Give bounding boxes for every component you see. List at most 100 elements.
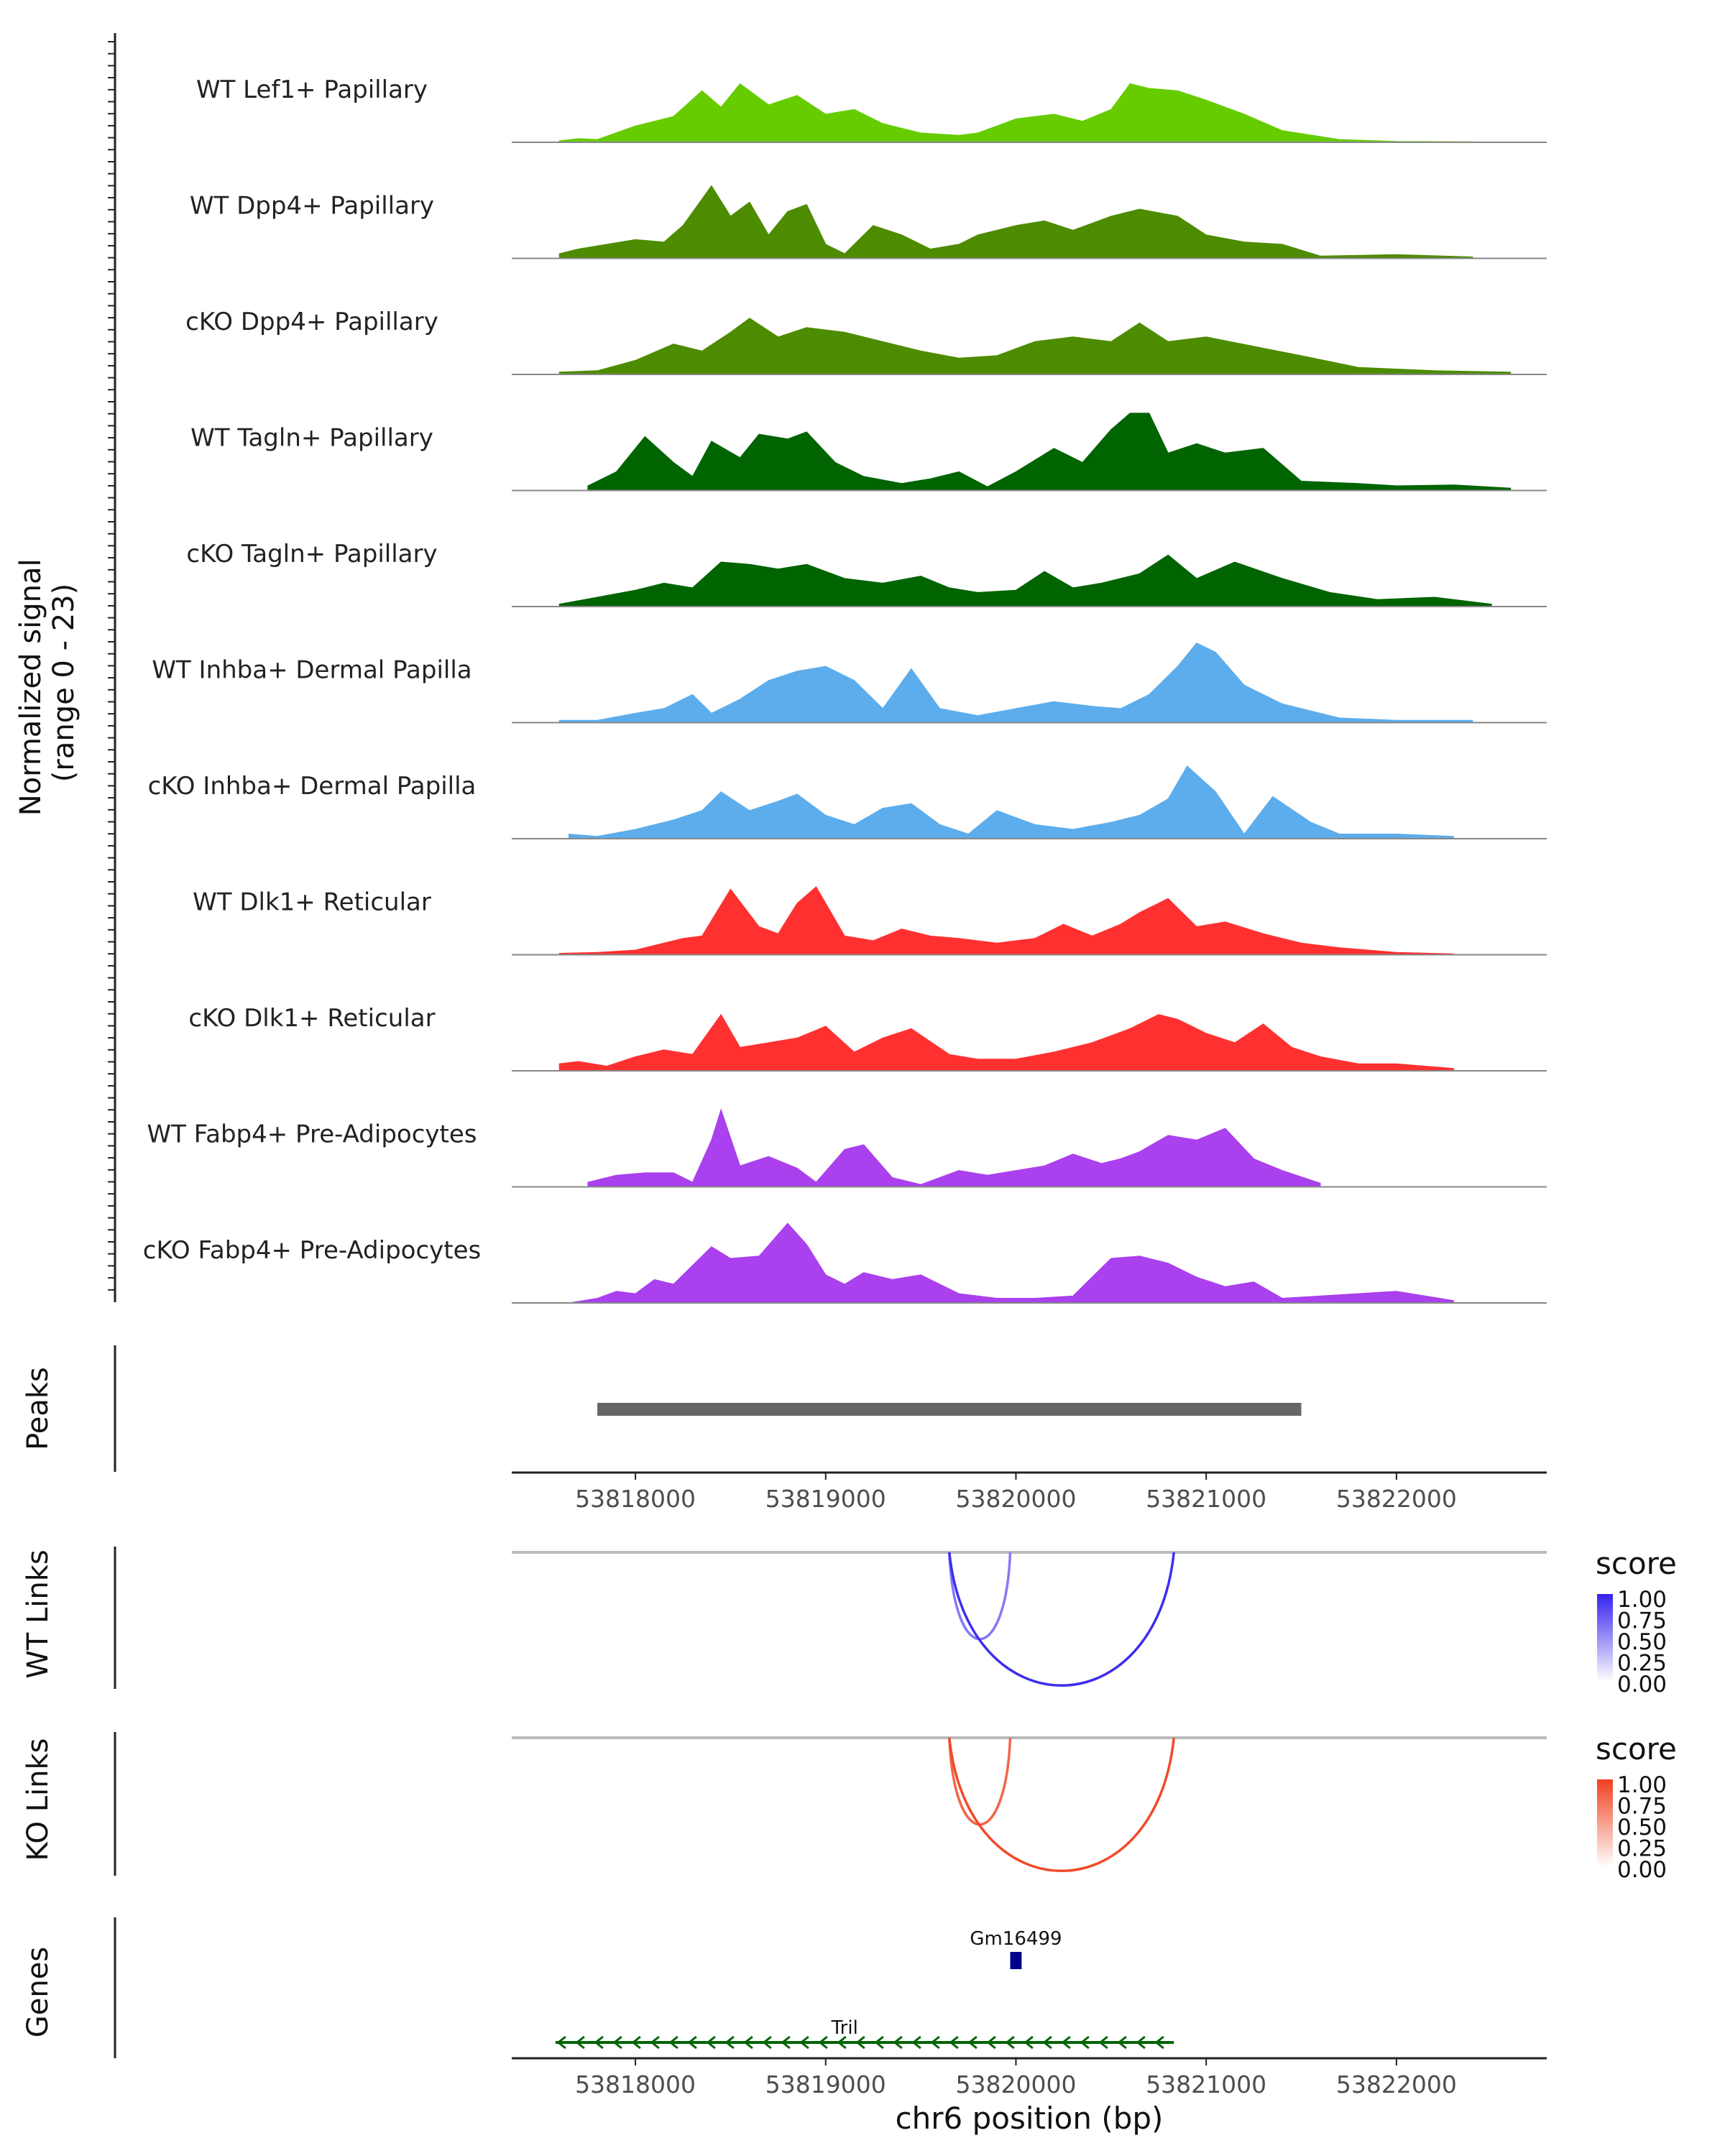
coverage-area <box>558 554 1492 607</box>
strand-arrow <box>1154 2035 1164 2050</box>
peaks-track <box>114 1345 1302 1472</box>
legend-tick-label: 0.00 <box>1617 1857 1667 1883</box>
genes-track-label: Genes <box>22 1947 55 2037</box>
strand-arrow <box>668 2035 678 2050</box>
coverage-area <box>558 83 1473 143</box>
strand-arrow <box>556 2035 566 2050</box>
strand-arrow <box>1061 2035 1071 2050</box>
strand-arrow <box>818 2035 828 2050</box>
track-1: WT Dpp4+ Papillary <box>190 185 1547 259</box>
strand-arrow <box>612 2035 622 2050</box>
signal-axis <box>108 33 116 1302</box>
strand-arrow <box>1098 2035 1108 2050</box>
coverage-area <box>587 413 1512 491</box>
strand-arrow <box>724 2035 735 2050</box>
track-10: cKO Fabp4+ Pre-Adipocytes <box>143 1222 1547 1304</box>
track-6: cKO Inhba+ Dermal Papilla <box>148 765 1547 839</box>
strand-arrow <box>893 2035 903 2050</box>
signal-axis-label-line2: (range 0 - 23) <box>47 584 80 782</box>
position-tick-label: 53819000 <box>765 2070 886 2099</box>
legend-tick-label: 0.75 <box>1617 1794 1667 1820</box>
strand-arrow <box>1024 2035 1034 2050</box>
position-tick-label: 53821000 <box>1146 2070 1266 2099</box>
ko-score-legend: score 1.000.750.500.250.00 <box>1596 1731 1677 1883</box>
coverage-area <box>587 1108 1321 1187</box>
strand-arrow <box>1136 2035 1146 2050</box>
strand-arrow <box>650 2035 660 2050</box>
track-label: WT Tagln+ Papillary <box>190 424 433 453</box>
track-3: WT Tagln+ Papillary <box>190 413 1547 492</box>
track-label: cKO Dlk1+ Reticular <box>188 1004 435 1033</box>
strand-arrow <box>1005 2035 1015 2050</box>
legend-tick-label: 0.75 <box>1617 1608 1667 1634</box>
legend-tick-label: 1.00 <box>1617 1772 1667 1798</box>
track-label: WT Dlk1+ Reticular <box>193 888 431 917</box>
coverage-area <box>569 1222 1454 1304</box>
peak-region <box>597 1403 1302 1416</box>
strand-arrow <box>762 2035 772 2050</box>
position-tick-label: 53819000 <box>765 1485 886 1513</box>
wt-links-track <box>114 1547 1547 1689</box>
coverage-area <box>568 765 1454 839</box>
legend-colorbar <box>1597 1594 1613 1682</box>
track-9: WT Fabp4+ Pre-Adipocytes <box>147 1108 1547 1188</box>
strand-arrow <box>799 2035 809 2050</box>
strand-arrow <box>1117 2035 1127 2050</box>
track-5: WT Inhba+ Dermal Papilla <box>152 642 1547 724</box>
coverage-area <box>558 642 1473 723</box>
position-tick-label: 53822000 <box>1336 2070 1457 2099</box>
legend-colorbar <box>1597 1779 1613 1867</box>
track-7: WT Dlk1+ Reticular <box>193 886 1547 956</box>
position-tick-label: 53822000 <box>1336 1485 1457 1513</box>
legend-tick-label: 0.50 <box>1617 1629 1667 1655</box>
position-tick-label: 53820000 <box>955 2070 1076 2099</box>
legend-tick-label: 0.00 <box>1617 1672 1667 1697</box>
ko-links-track-label: KO Links <box>22 1738 55 1861</box>
strand-arrow <box>949 2035 959 2050</box>
gene-name: Gm16499 <box>970 1928 1062 1950</box>
strand-arrow <box>706 2035 716 2050</box>
wt-score-legend: score 1.000.750.500.250.00 <box>1596 1546 1677 1697</box>
link-arc <box>948 1737 1175 1872</box>
track-2: cKO Dpp4+ Papillary <box>185 308 1547 375</box>
track-label: cKO Fabp4+ Pre-Adipocytes <box>143 1236 482 1265</box>
strand-arrow <box>743 2035 753 2050</box>
strand-arrow <box>986 2035 996 2050</box>
position-tick-label: 53820000 <box>955 1485 1076 1513</box>
legend-tick-label: 0.50 <box>1617 1815 1667 1841</box>
signal-axis-label-line1: Normalized signal <box>14 558 47 816</box>
genes-track: Gm16499 Tril <box>114 1917 1174 2058</box>
strand-arrow <box>1080 2035 1090 2050</box>
strand-arrow <box>874 2035 884 2050</box>
strand-arrow <box>687 2035 697 2050</box>
coverage-tracks: WT Lef1+ Papillary WT Dpp4+ Papillary cKO … <box>143 75 1547 1304</box>
gene-body <box>1010 1952 1022 1969</box>
coverage-area <box>558 185 1473 259</box>
gene-name: Tril <box>831 2017 858 2039</box>
strand-arrow <box>1042 2035 1052 2050</box>
position-tick-label: 53821000 <box>1146 1485 1266 1513</box>
legend-tick-label: 1.00 <box>1617 1587 1667 1613</box>
track-4: cKO Tagln+ Papillary <box>186 540 1547 607</box>
position-tick-label: 53818000 <box>575 1485 696 1513</box>
legend-title: score <box>1596 1546 1677 1581</box>
track-label: WT Fabp4+ Pre-Adipocytes <box>147 1120 477 1149</box>
track-label: WT Inhba+ Dermal Papilla <box>152 656 472 685</box>
track-8: cKO Dlk1+ Reticular <box>188 1004 1547 1072</box>
strand-arrow <box>930 2035 940 2050</box>
coverage-area <box>558 886 1454 955</box>
track-label: cKO Tagln+ Papillary <box>186 540 437 568</box>
track-0: WT Lef1+ Papillary <box>196 75 1547 143</box>
strand-arrow <box>967 2035 978 2050</box>
coverage-area <box>558 318 1512 375</box>
position-tick-label: 53818000 <box>575 2070 696 2099</box>
strand-arrow <box>631 2035 641 2050</box>
strand-arrow <box>575 2035 585 2050</box>
ko-links-track <box>114 1732 1547 1876</box>
strand-arrow <box>781 2035 791 2050</box>
track-label: WT Dpp4+ Papillary <box>190 192 434 221</box>
legend-title: score <box>1596 1731 1677 1766</box>
coverage-area <box>558 1013 1454 1072</box>
strand-arrow <box>911 2035 921 2050</box>
